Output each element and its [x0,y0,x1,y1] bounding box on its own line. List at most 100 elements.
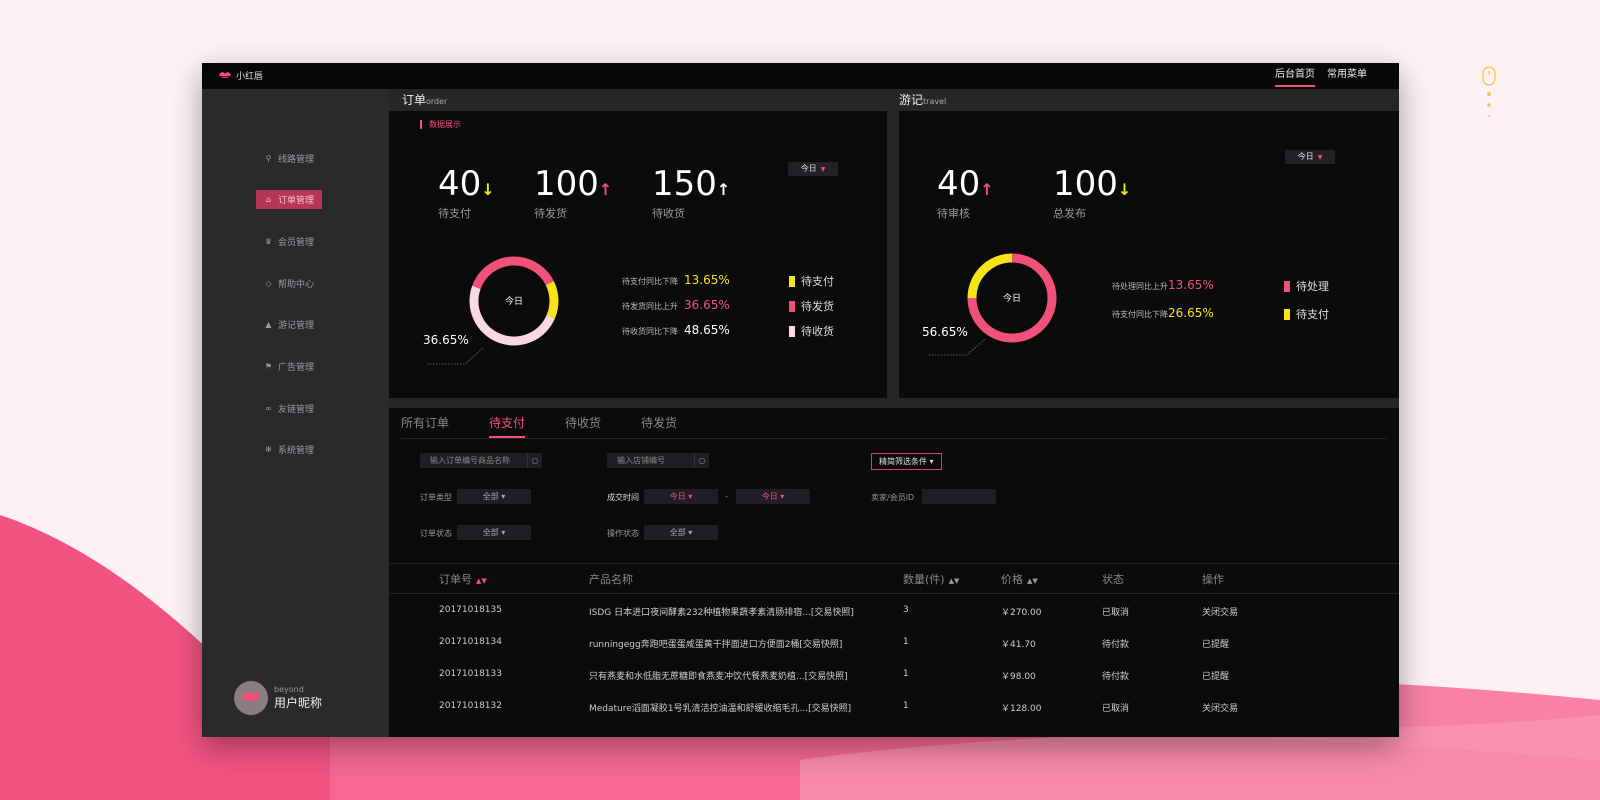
stat-pending-payment: 40↓ 待支付 [438,166,495,221]
order-date-select[interactable]: 今日 ▼ [788,162,838,176]
order-status-select[interactable]: 全部 ▾ [457,525,531,540]
sidebar-item-orders[interactable]: ⌂ 订单管理 [256,190,323,209]
sort-icon[interactable]: ▲▼ [948,577,960,585]
sort-icon[interactable]: ▲▼ [1027,577,1038,585]
top-nav: 后台首页 常用菜单 [1275,63,1367,87]
cell-action[interactable]: 关闭交易 [1202,608,1239,618]
stat-total-published: 100↓ 总发布 [1053,166,1131,221]
donut-segment [545,281,559,319]
deal-time-to-select[interactable]: 今日 ▾ [736,489,810,504]
cell-status: 已取消 [1102,608,1130,618]
cell-action[interactable]: 已提醒 [1202,672,1230,682]
user-name: 用户昵称 [274,696,323,710]
caret-down-icon: ▾ [501,492,506,501]
nav-common-menu[interactable]: 常用菜单 [1327,69,1367,80]
sidebar-item-members[interactable]: ♛ 会员管理 [256,232,322,251]
tab-divider [401,438,1387,439]
mouse-scroll-icon [1482,66,1496,118]
sidebar-item-help[interactable]: ◇ 帮助中心 [256,274,322,293]
legend-item: 待支付 [789,273,834,289]
nav-home[interactable]: 后台首页 [1275,63,1315,87]
travel-section-title-en: travel [923,97,947,106]
sort-icon[interactable]: ▲▼ [476,577,487,585]
travel-stats-card: 40↑ 待审核 100↓ 总发布 今日 ▼ 今日 56.65% 待处理同比上升13… [899,111,1399,398]
arrow-up-icon: ↑ [598,180,613,199]
order-search-input[interactable]: 输入订单编号商品名称 ○ [420,453,542,468]
cell-action[interactable]: 关闭交易 [1202,704,1239,714]
sidebar-item-ads[interactable]: ⚑ 广告管理 [256,357,322,376]
cell-action[interactable]: 已提醒 [1202,640,1230,650]
crown-icon: ♛ [264,237,273,246]
travel-date-select[interactable]: 今日 ▼ [1285,150,1335,164]
tab-pending-receipt[interactable]: 待收货 [565,416,602,430]
flag-icon: ⚑ [264,362,273,371]
cell-price: ￥41.70 [1001,640,1036,650]
order-type-select[interactable]: 全部 ▾ [457,489,531,504]
column-header-price[interactable]: 价格 ▲▼ [1001,573,1038,586]
tab-all-orders[interactable]: 所有订单 [401,416,450,430]
cell-quantity: 1 [903,669,909,679]
caret-down-icon: ▾ [929,457,934,466]
order-donut-chart: 今日 [469,256,559,346]
mountain-icon: ▲ [265,320,272,329]
travel-section-title: 游记travel [899,93,947,107]
sidebar-item-system[interactable]: ✻ 系统管理 [256,440,322,459]
cell-status: 待付款 [1102,640,1130,650]
comparison-2: 待支付同比下降26.65% [1112,306,1214,320]
deal-time-from-select[interactable]: 今日 ▾ [644,489,718,504]
user-subtitle: beyond [274,685,304,694]
tab-pending-shipment[interactable]: 待发货 [641,416,678,430]
sidebar-item-label: 帮助中心 [278,280,315,290]
leader-line [427,347,484,365]
cell-product[interactable]: 只有燕麦和水低脂无蔗糖即食燕麦冲饮代餐燕麦奶植...[交易快照] [589,672,848,682]
stat-label: 待收货 [652,207,685,220]
search-icon[interactable]: ○ [527,453,542,468]
logo-text: 小红唇 [236,72,264,82]
row-gap [389,398,1399,408]
op-status-select[interactable]: 全部 ▾ [644,525,718,540]
sidebar-item-links[interactable]: ∞ 友链管理 [256,399,322,418]
logo[interactable]: 小红唇 [218,69,263,82]
avatar [234,681,268,715]
donut-percent-label: 56.65% [922,325,968,339]
app-window: 小红唇 后台首页 常用菜单 ⚲ 线路管理 ⌂ 订单管理 ♛ 会员管理 ◇ 帮助中心 ▲ 游… [202,63,1399,737]
member-id-label: 卖家/会员ID [871,493,915,502]
comparison-1: 待支付同比下降 13.65% [622,273,730,287]
legend-swatch [789,300,795,312]
cell-product[interactable]: runningegg奔跑吧蛋蛋咸蛋黄干拌面进口方便面2桶[交易快照] [589,640,843,650]
legend-item: 待处理 [1284,278,1329,294]
cell-product[interactable]: ISDG 日本进口夜间酵素232种植物果蔬孝素清肠排宿...[交易快照] [589,608,854,618]
column-header-order-id[interactable]: 订单号 ▲▼ [439,573,487,586]
caret-down-icon: ▼ [1317,154,1323,161]
sidebar-item-travel[interactable]: ▲ 游记管理 [256,315,322,334]
arrow-up-icon: ↑ [980,180,994,199]
legend-swatch [1284,308,1290,320]
arrow-down-icon: ↓ [1117,180,1132,199]
cell-status: 已取消 [1102,704,1130,714]
sidebar-item-routes[interactable]: ⚲ 线路管理 [256,149,322,168]
caret-down-icon: ▾ [688,528,693,537]
member-id-input[interactable] [922,489,996,504]
home-icon: ⌂ [265,195,272,204]
caret-down-icon: ▾ [688,492,693,501]
travel-donut-chart: 今日 [967,253,1057,343]
user-profile[interactable]: beyond 用户昵称 [234,681,322,715]
donut-center-label: 今日 [505,295,523,307]
search-icon[interactable]: ○ [694,453,709,468]
shop-search-input[interactable]: 输入店铺编号 ○ [607,453,709,468]
table-top-divider [389,563,1399,564]
simplify-filter-button[interactable]: 精简筛选条件 ▾ [871,453,942,470]
stat-label: 待支付 [438,207,471,220]
cell-status: 待付款 [1102,672,1130,682]
help-icon: ◇ [265,279,272,288]
cell-product[interactable]: Medature滔面凝胶1号乳清洁控油温和舒缓收缩毛孔...[交易快照] [589,704,852,714]
legend-item: 待收货 [789,323,834,339]
sidebar-item-label: 游记管理 [278,321,315,331]
cell-price: ￥128.00 [1001,704,1042,714]
cell-quantity: 3 [903,605,909,615]
table-header-divider [389,593,1399,594]
stat-pending-receipt: 150↑ 待收货 [652,166,730,221]
caret-down-icon: ▾ [780,492,785,501]
column-header-quantity[interactable]: 数量(件) ▲▼ [903,573,960,586]
tab-pending-payment[interactable]: 待支付 [489,414,526,438]
